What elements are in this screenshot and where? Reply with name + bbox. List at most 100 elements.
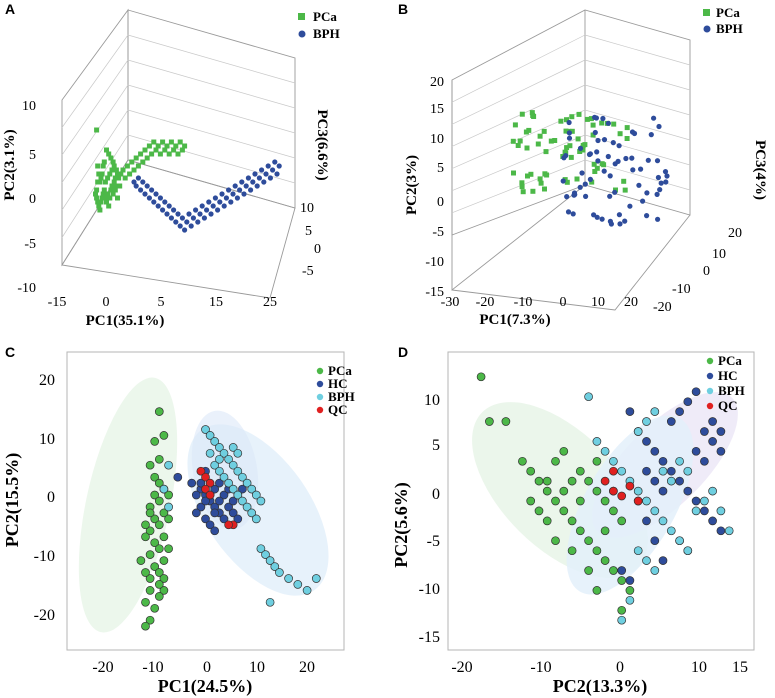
point-pca xyxy=(534,506,544,516)
point-qc xyxy=(224,520,233,530)
point-bph xyxy=(199,203,205,209)
point-bph xyxy=(654,191,660,197)
point-bph xyxy=(655,216,661,222)
point-bph xyxy=(564,194,570,200)
c-ellipse-pca xyxy=(78,377,178,633)
point-bph xyxy=(605,120,612,126)
point-pca xyxy=(150,472,160,482)
point-pca xyxy=(154,496,164,506)
panel-d-letter: D xyxy=(398,344,408,360)
point-qc xyxy=(205,478,215,488)
point-bph xyxy=(593,115,600,121)
point-hc xyxy=(215,478,224,488)
point-bph xyxy=(186,211,192,217)
c-ytick: -10 xyxy=(34,548,55,565)
point-pca xyxy=(568,154,574,160)
point-pca xyxy=(534,476,544,486)
point-pca xyxy=(592,456,602,466)
point-bph xyxy=(215,207,221,213)
point-qc xyxy=(609,486,618,496)
b-ztick: 10 xyxy=(712,247,726,262)
a-zlabel: PC3(6.6%) xyxy=(314,109,330,180)
point-pca xyxy=(519,111,525,117)
point-pca xyxy=(582,142,588,148)
point-pca xyxy=(109,167,115,173)
point-pca xyxy=(154,407,164,416)
point-pca xyxy=(575,136,581,142)
a-ztick: 10 xyxy=(300,201,314,216)
point-pca xyxy=(105,175,111,181)
d-xtick: 10 xyxy=(691,659,707,676)
point-bph xyxy=(206,199,212,205)
point-bph xyxy=(275,568,284,577)
point-bph xyxy=(617,221,623,227)
point-bph xyxy=(230,191,236,197)
point-bph xyxy=(650,506,660,516)
point-pca xyxy=(117,183,123,189)
point-hc xyxy=(700,427,709,436)
c-xtick: -20 xyxy=(92,659,113,676)
point-bph xyxy=(238,496,247,506)
d-xtick: 0 xyxy=(616,659,624,676)
point-hc xyxy=(650,446,660,456)
point-bph xyxy=(197,211,203,217)
point-pca xyxy=(140,159,146,165)
point-pca xyxy=(543,149,549,155)
a-xtick: -15 xyxy=(48,295,67,310)
point-hc xyxy=(683,486,693,496)
point-pca xyxy=(142,147,148,153)
point-bph xyxy=(223,195,229,201)
point-pca xyxy=(622,187,628,193)
point-bph xyxy=(212,195,218,201)
panel-b-xticks: -30 -20 -10 0 10 20 xyxy=(441,295,638,310)
point-pca xyxy=(159,586,169,595)
point-bph xyxy=(658,466,668,476)
point-pca xyxy=(559,446,569,456)
a-ztick: 5 xyxy=(305,224,312,239)
point-pca xyxy=(150,514,160,524)
point-hc xyxy=(658,456,668,466)
point-bph xyxy=(243,183,249,189)
point-bph xyxy=(595,158,601,164)
point-pca xyxy=(525,173,530,179)
panel-d-frame xyxy=(447,351,755,651)
point-pca xyxy=(94,195,100,201)
point-pca xyxy=(541,128,547,134)
point-pca xyxy=(141,532,150,542)
point-hc xyxy=(173,472,183,482)
point-bph xyxy=(566,130,573,136)
b-ytick: -10 xyxy=(425,255,444,270)
point-bph xyxy=(250,179,256,185)
point-hc xyxy=(683,397,693,407)
b-ytick: 15 xyxy=(430,102,444,117)
point-pca xyxy=(617,131,623,137)
legend-label-bph: BPH xyxy=(313,26,340,41)
panel-a-legend: PCa BPH xyxy=(298,9,340,41)
point-pca xyxy=(154,544,164,554)
point-hc xyxy=(650,536,660,546)
point-pca xyxy=(150,437,160,446)
point-pca xyxy=(141,597,150,607)
point-hc xyxy=(201,514,210,524)
point-pca xyxy=(511,170,516,176)
b-xlabel: PC1(7.3%) xyxy=(479,312,550,328)
point-qc xyxy=(201,472,210,482)
c-ytick: 0 xyxy=(47,489,55,506)
point-pca xyxy=(617,576,627,585)
point-pca xyxy=(584,566,593,575)
point-pca xyxy=(112,175,118,181)
point-bph xyxy=(616,143,622,149)
point-bph xyxy=(270,167,276,173)
point-pca xyxy=(537,176,543,182)
point-bph xyxy=(242,478,252,488)
b-ytick: 0 xyxy=(437,195,444,210)
panel-c-legend: PCa HC BPH QC xyxy=(316,363,355,417)
point-pca xyxy=(590,122,596,128)
point-pca xyxy=(96,203,102,209)
point-bph xyxy=(658,180,664,186)
point-bph xyxy=(164,460,173,470)
point-bph xyxy=(201,215,207,221)
point-pca xyxy=(558,118,564,124)
point-bph xyxy=(691,506,701,516)
point-bph xyxy=(612,189,618,195)
